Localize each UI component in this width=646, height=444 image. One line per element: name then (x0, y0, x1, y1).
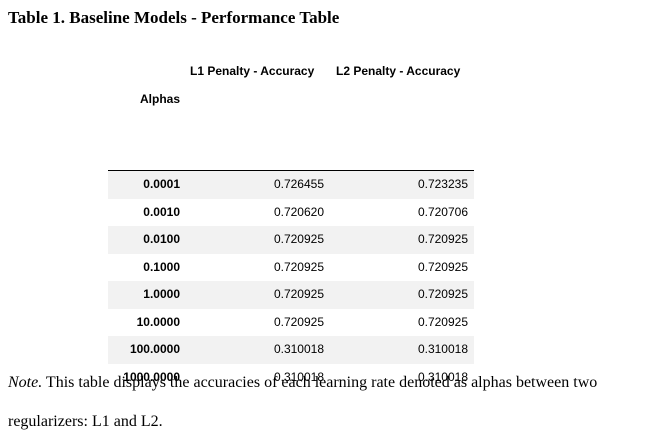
l1-accuracy-cell: 0.720620 (273, 204, 324, 219)
note-line-2: regularizers: L1 and L2. (8, 413, 163, 430)
note-text: This table displays the accuracies of ea… (42, 374, 598, 391)
l2-accuracy-cell: 0.720706 (417, 204, 468, 219)
table-row: 0.1000 0.720925 0.720925 (108, 254, 474, 282)
l2-accuracy-cell: 0.310018 (417, 369, 468, 384)
l1-accuracy-cell: 0.720925 (273, 314, 324, 329)
alpha-cell: 0.0100 (143, 232, 180, 246)
note-label: Note. (8, 374, 43, 391)
l2-accuracy-cell: 0.720925 (417, 259, 468, 274)
alpha-cell: 1.0000 (143, 287, 180, 301)
table-body: 0.0001 0.726455 0.723235 0.0010 0.720620 0.72… (108, 171, 474, 391)
table-row: 0.0001 0.726455 0.723235 (108, 171, 474, 199)
l2-accuracy-cell: 0.310018 (417, 342, 468, 356)
note-line-1: Note. This table displays the accuracies… (8, 374, 638, 392)
alpha-cell: 0.1000 (143, 259, 180, 274)
column-header-l2: L2 Penalty - Accuracy (336, 64, 461, 78)
l1-accuracy-cell: 0.310018 (273, 369, 324, 384)
alpha-cell: 0.0010 (143, 204, 180, 219)
l2-accuracy-cell: 0.723235 (417, 177, 468, 191)
column-header-l1: L1 Penalty - Accuracy (190, 64, 315, 78)
l1-accuracy-cell: 0.720925 (273, 232, 324, 246)
table-row: 0.0100 0.720925 0.720925 (108, 226, 474, 254)
l2-accuracy-cell: 0.720925 (417, 287, 468, 301)
l2-accuracy-cell: 0.720925 (417, 314, 468, 329)
l1-accuracy-cell: 0.726455 (273, 177, 324, 191)
table-row: 0.0010 0.720620 0.720706 (108, 199, 474, 227)
alpha-cell: 1000.0000 (123, 369, 180, 384)
table-row: 1.0000 0.720925 0.720925 (108, 281, 474, 309)
table-row: 1000.0000 0.310018 0.310018 (108, 364, 474, 392)
l1-accuracy-cell: 0.720925 (273, 287, 324, 301)
header-rule (108, 170, 474, 171)
alpha-cell: 0.0001 (143, 177, 180, 191)
l1-accuracy-cell: 0.720925 (273, 259, 324, 274)
l1-accuracy-cell: 0.310018 (273, 342, 324, 356)
l2-accuracy-cell: 0.720925 (417, 232, 468, 246)
table-caption: Table 1. Baseline Models - Performance T… (8, 8, 340, 27)
table-row: 100.0000 0.310018 0.310018 (108, 336, 474, 364)
index-header-alphas: Alphas (139, 92, 180, 106)
alpha-cell: 10.0000 (136, 314, 180, 329)
table-row: 10.0000 0.720925 0.720925 (108, 309, 474, 337)
alpha-cell: 100.0000 (129, 342, 180, 356)
